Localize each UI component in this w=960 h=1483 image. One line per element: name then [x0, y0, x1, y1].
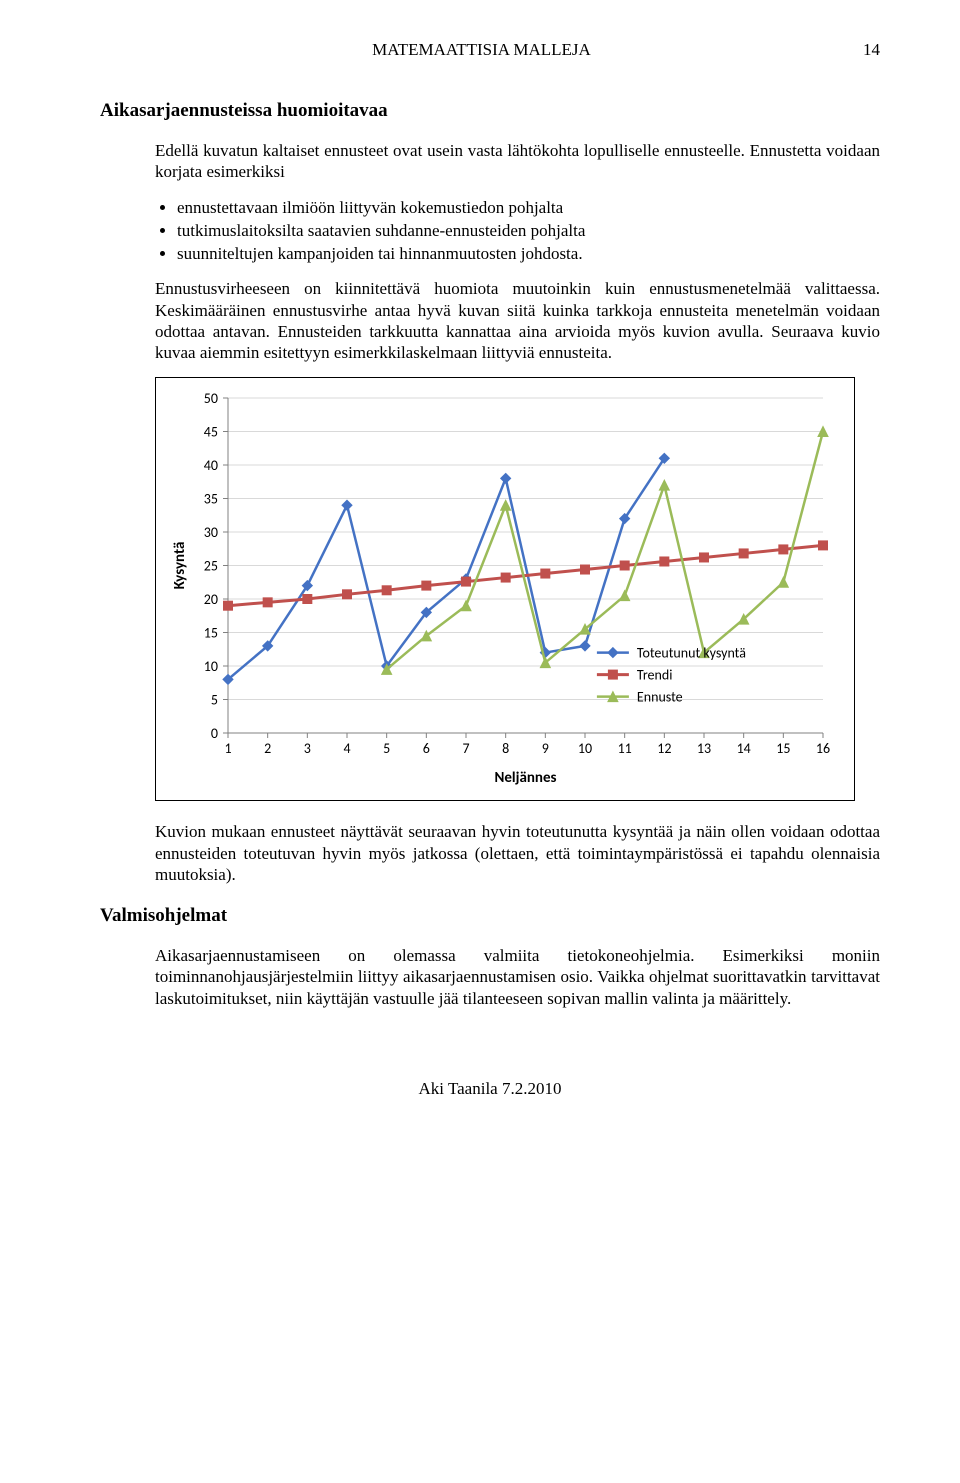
- svg-text:5: 5: [383, 740, 390, 757]
- line-chart: 0510152025303540455012345678910111213141…: [155, 377, 855, 801]
- svg-text:3: 3: [304, 740, 311, 757]
- paragraph: Aikasarjaennustamiseen on olemassa valmi…: [155, 945, 880, 1009]
- footer-text: Aki Taanila 7.2.2010: [100, 1079, 880, 1099]
- svg-text:2: 2: [264, 740, 271, 757]
- svg-text:9: 9: [542, 740, 549, 757]
- svg-text:7: 7: [462, 740, 469, 757]
- list-item: tutkimuslaitoksilta saatavien suhdanne-e…: [177, 220, 880, 241]
- svg-text:14: 14: [737, 740, 751, 757]
- svg-text:0: 0: [211, 725, 218, 742]
- svg-text:Ennuste: Ennuste: [637, 689, 683, 706]
- svg-text:8: 8: [502, 740, 509, 757]
- paragraph: Kuvion mukaan ennusteet näyttävät seuraa…: [155, 821, 880, 885]
- chart-svg: 0510152025303540455012345678910111213141…: [168, 388, 838, 788]
- svg-text:Kysyntä: Kysyntä: [171, 542, 189, 590]
- svg-text:1: 1: [224, 740, 231, 757]
- svg-text:15: 15: [776, 740, 790, 757]
- svg-text:12: 12: [657, 740, 671, 757]
- svg-text:10: 10: [204, 658, 218, 675]
- svg-text:50: 50: [204, 390, 218, 407]
- svg-text:13: 13: [697, 740, 711, 757]
- section-title-1: Aikasarjaennusteissa huomioitavaa: [100, 100, 880, 122]
- svg-text:25: 25: [204, 558, 218, 575]
- section-title-2: Valmisohjelmat: [100, 905, 880, 927]
- svg-text:11: 11: [618, 740, 632, 757]
- svg-text:10: 10: [578, 740, 592, 757]
- svg-text:30: 30: [204, 524, 218, 541]
- running-header: MATEMAATTISIA MALLEJA 14: [100, 40, 880, 60]
- svg-text:20: 20: [204, 591, 218, 608]
- paragraph: Ennustusvirheeseen on kiinnitettävä huom…: [155, 278, 880, 363]
- svg-text:35: 35: [204, 491, 218, 508]
- bullet-list: ennustettavaan ilmiöön liittyvän kokemus…: [155, 197, 880, 265]
- svg-text:16: 16: [816, 740, 830, 757]
- svg-text:Neljännes: Neljännes: [495, 769, 557, 787]
- svg-text:6: 6: [423, 740, 430, 757]
- svg-text:15: 15: [204, 625, 218, 642]
- paragraph: Edellä kuvatun kaltaiset ennusteet ovat …: [155, 140, 880, 183]
- list-item: ennustettavaan ilmiöön liittyvän kokemus…: [177, 197, 880, 218]
- svg-text:45: 45: [204, 424, 218, 441]
- running-title: MATEMAATTISIA MALLEJA: [372, 40, 591, 59]
- list-item: suunniteltujen kampanjoiden tai hinnanmu…: [177, 243, 880, 264]
- svg-text:40: 40: [204, 457, 218, 474]
- svg-text:Trendi: Trendi: [637, 667, 673, 684]
- svg-text:5: 5: [211, 692, 218, 709]
- svg-text:4: 4: [343, 740, 350, 757]
- page-number: 14: [863, 40, 880, 60]
- svg-text:Toteutunut kysyntä: Toteutunut kysyntä: [637, 645, 746, 662]
